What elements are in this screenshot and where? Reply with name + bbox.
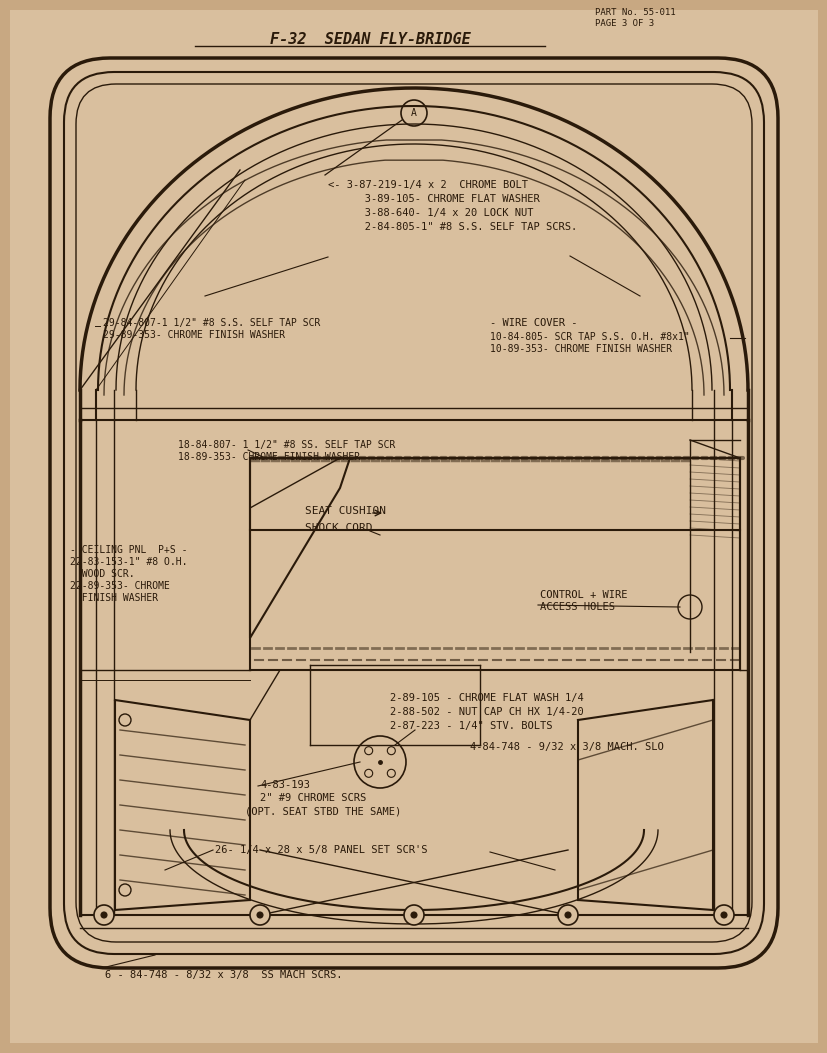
Text: 10-89-353- CHROME FINISH WASHER: 10-89-353- CHROME FINISH WASHER	[490, 344, 672, 354]
Text: PART No. 55-011: PART No. 55-011	[595, 8, 675, 17]
Text: 29-89-353- CHROME FINISH WASHER: 29-89-353- CHROME FINISH WASHER	[103, 330, 284, 340]
Text: 3-88-640- 1/4 x 20 LOCK NUT: 3-88-640- 1/4 x 20 LOCK NUT	[346, 208, 533, 218]
Circle shape	[256, 912, 263, 918]
Text: WOOD SCR.: WOOD SCR.	[70, 569, 135, 579]
Text: ACCESS HOLES: ACCESS HOLES	[539, 602, 614, 612]
Circle shape	[250, 905, 270, 925]
Text: 10-84-805- SCR TAP S.S. O.H. #8x1": 10-84-805- SCR TAP S.S. O.H. #8x1"	[490, 332, 689, 342]
Text: FINISH WASHER: FINISH WASHER	[70, 593, 158, 603]
Circle shape	[410, 912, 417, 918]
Text: 18-84-807- 1 1/2" #8 SS. SELF TAP SCR: 18-84-807- 1 1/2" #8 SS. SELF TAP SCR	[178, 440, 395, 450]
Text: SHOCK CORD: SHOCK CORD	[304, 523, 372, 533]
Text: A: A	[410, 108, 417, 118]
Text: 2-84-805-1" #8 S.S. SELF TAP SCRS.: 2-84-805-1" #8 S.S. SELF TAP SCRS.	[346, 222, 576, 232]
Text: 2" #9 CHROME SCRS: 2" #9 CHROME SCRS	[260, 793, 366, 803]
Text: 26- 1/4 x 28 x 5/8 PANEL SET SCR'S: 26- 1/4 x 28 x 5/8 PANEL SET SCR'S	[215, 845, 427, 855]
Text: 4-84-748 - 9/32 x 3/8 MACH. SLO: 4-84-748 - 9/32 x 3/8 MACH. SLO	[470, 742, 663, 752]
Text: 22-83-153-1" #8 O.H.: 22-83-153-1" #8 O.H.	[70, 557, 187, 567]
Text: F-32  SEDAN FLY-BRIDGE: F-32 SEDAN FLY-BRIDGE	[270, 32, 470, 47]
Text: - WIRE COVER -: - WIRE COVER -	[490, 318, 576, 327]
Text: (OPT. SEAT STBD THE SAME): (OPT. SEAT STBD THE SAME)	[245, 806, 401, 816]
Text: 4-83-193: 4-83-193	[260, 780, 309, 790]
Text: 6 - 84-748 - 8/32 x 3/8  SS MACH SCRS.: 6 - 84-748 - 8/32 x 3/8 SS MACH SCRS.	[105, 970, 342, 980]
Text: 3-89-105- CHROME FLAT WASHER: 3-89-105- CHROME FLAT WASHER	[346, 194, 539, 204]
Text: 2-87-223 - 1/4" STV. BOLTS: 2-87-223 - 1/4" STV. BOLTS	[390, 721, 552, 731]
Circle shape	[564, 912, 571, 918]
Text: CONTROL + WIRE: CONTROL + WIRE	[539, 590, 627, 600]
Text: 2-89-105 - CHROME FLAT WASH 1/4: 2-89-105 - CHROME FLAT WASH 1/4	[390, 693, 583, 703]
Text: 29-84-807-1 1/2" #8 S.S. SELF TAP SCR: 29-84-807-1 1/2" #8 S.S. SELF TAP SCR	[103, 318, 320, 327]
Text: PAGE 3 OF 3: PAGE 3 OF 3	[595, 19, 653, 28]
Circle shape	[101, 912, 107, 918]
Text: - CEILING PNL  P+S -: - CEILING PNL P+S -	[70, 545, 187, 555]
Circle shape	[557, 905, 577, 925]
Text: 2-88-502 - NUT CAP CH HX 1/4-20: 2-88-502 - NUT CAP CH HX 1/4-20	[390, 707, 583, 717]
Text: SEAT CUSHION: SEAT CUSHION	[304, 506, 385, 516]
Circle shape	[720, 912, 726, 918]
Circle shape	[94, 905, 114, 925]
Text: <- 3-87-219-1/4 x 2  CHROME BOLT: <- 3-87-219-1/4 x 2 CHROME BOLT	[327, 180, 528, 190]
Text: 18-89-353- CHROME FINISH WASHER: 18-89-353- CHROME FINISH WASHER	[178, 452, 360, 462]
Circle shape	[713, 905, 733, 925]
Circle shape	[404, 905, 423, 925]
Text: 22-89-353- CHROME: 22-89-353- CHROME	[70, 581, 170, 591]
